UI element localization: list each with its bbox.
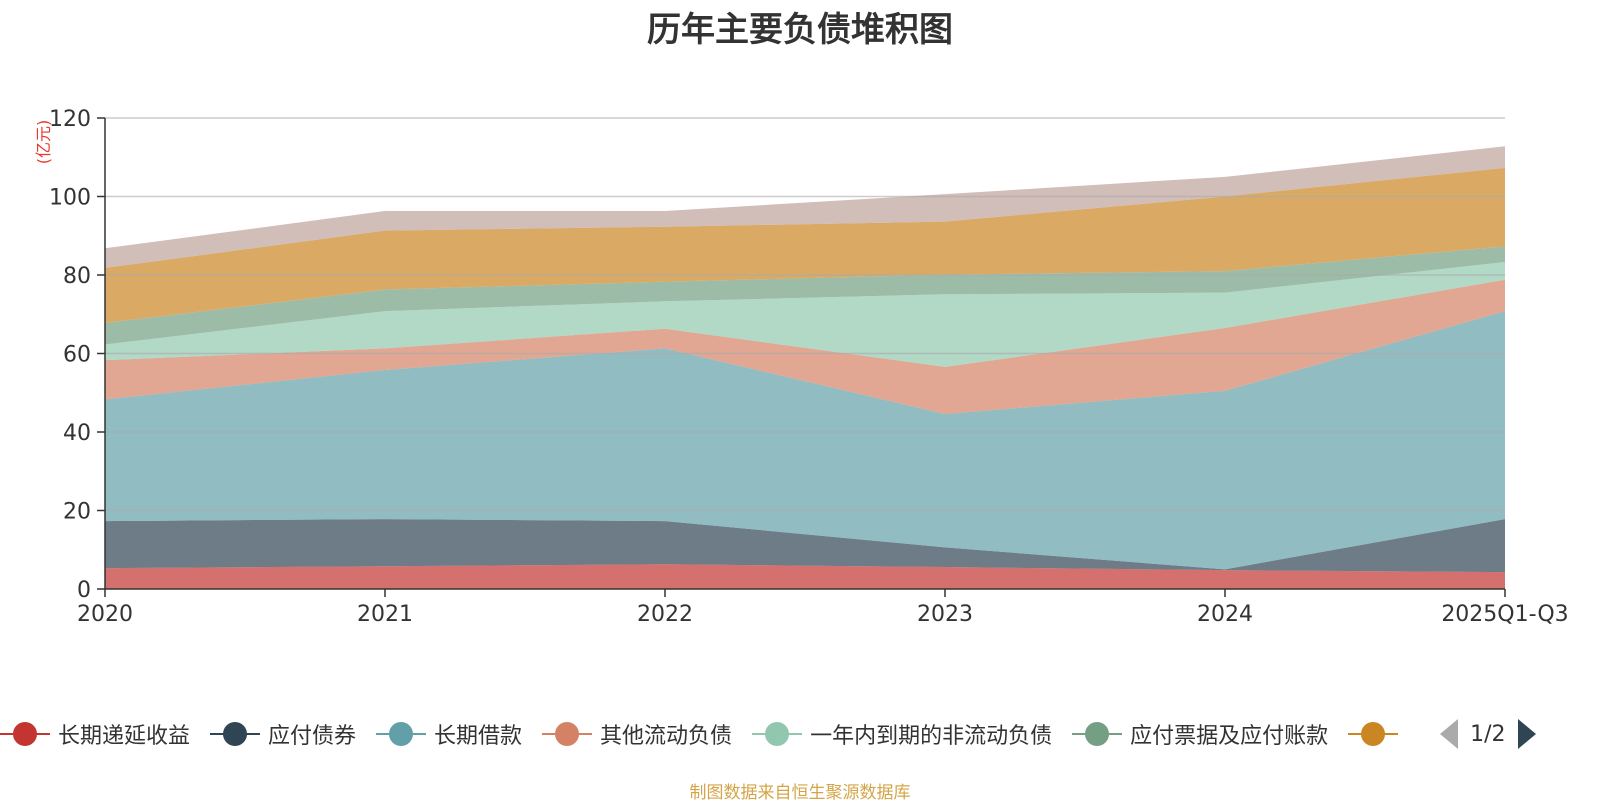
legend-marker-icon <box>210 721 261 747</box>
data-source-note: 制图数据来自恒生聚源数据库 <box>689 783 911 803</box>
legend-item[interactable]: 一年内到期的非流动负债 <box>752 718 1052 750</box>
legend-marker-icon <box>542 721 593 747</box>
area-series-0 <box>105 564 1505 589</box>
legend-page-indicator: 1/2 <box>1470 721 1506 747</box>
legend-item[interactable]: 长期借款 <box>376 718 522 750</box>
chart-title: 历年主要负债堆积图 <box>647 10 953 50</box>
y-tick-label-1: 20 <box>63 500 91 525</box>
legend-marker-icon <box>376 721 427 747</box>
y-tick-label-3: 60 <box>63 343 91 368</box>
area-series-4 <box>105 262 1505 367</box>
y-tick-label-0: 0 <box>77 578 91 603</box>
legend-label: 一年内到期的非流动负债 <box>810 724 1053 749</box>
x-tick-label-2: 2022 <box>637 602 693 627</box>
legend-item[interactable]: 应付票据及应付账款 <box>1072 718 1328 750</box>
x-tick-label-3: 2023 <box>917 602 973 627</box>
x-tick-label-0: 2020 <box>77 602 133 627</box>
x-tick-label-4: 2024 <box>1197 602 1253 627</box>
legend-marker-icon <box>1072 721 1123 747</box>
legend-label: 应付票据及应付账款 <box>1130 724 1329 749</box>
x-tick-label-5: 2025Q1-Q3 <box>1441 602 1568 627</box>
y-axis-unit-label: (亿元) <box>34 120 53 165</box>
area-series-6 <box>105 167 1505 323</box>
legend-item[interactable]: 其他流动负债 <box>542 718 732 750</box>
legend-marker-icon <box>0 721 50 747</box>
y-tick-label-4: 80 <box>63 264 91 289</box>
area-series-2 <box>105 311 1505 570</box>
legend: 长期递延收益 应付债券 长期借款 其他流动负债 一年内到期的非流动负债 应付票据及应付账款… <box>0 714 1536 754</box>
legend-label: 应付债券 <box>268 724 357 749</box>
y-tick-label-2: 40 <box>63 421 91 446</box>
legend-prev-icon[interactable] <box>1440 719 1459 749</box>
legend-marker-icon <box>752 721 803 747</box>
legend-label: 长期借款 <box>434 724 523 749</box>
legend-item[interactable] <box>1348 721 1406 747</box>
legend-item[interactable]: 应付债券 <box>210 718 356 750</box>
area-series-3 <box>105 279 1505 414</box>
area-series-5 <box>105 246 1505 345</box>
legend-pager: 1/2 <box>1440 719 1536 749</box>
y-tick-label-5: 100 <box>49 186 91 211</box>
legend-marker-icon <box>1348 721 1399 747</box>
legend-next-icon[interactable] <box>1517 719 1536 749</box>
area-series-7 <box>105 146 1505 268</box>
legend-item[interactable]: 长期递延收益 <box>0 718 190 750</box>
y-tick-label-6: 120 <box>49 107 91 132</box>
legend-label: 长期递延收益 <box>58 724 191 749</box>
x-tick-label-1: 2021 <box>357 602 413 627</box>
legend-label: 其他流动负债 <box>600 724 733 749</box>
area-series-1 <box>105 519 1505 573</box>
